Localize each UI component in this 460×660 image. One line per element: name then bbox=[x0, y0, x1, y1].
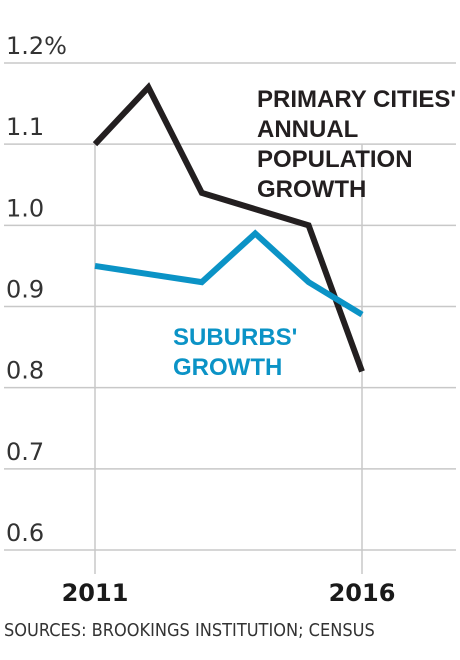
y-tick-label: 1.1 bbox=[6, 113, 44, 141]
y-tick-labels: 0.6 0.7 0.8 0.9 1.0 1.1 1.2% bbox=[6, 32, 67, 547]
primary-cities-line bbox=[92, 82, 365, 373]
gridlines bbox=[4, 62, 456, 551]
y-tick-label: 1.0 bbox=[6, 194, 44, 222]
series-label-line: SUBURBS' bbox=[173, 324, 297, 351]
suburbs-line bbox=[94, 229, 364, 318]
series-label-line: ANNUAL bbox=[257, 116, 358, 143]
series-label-line: GROWTH bbox=[257, 176, 366, 203]
line-chart: 0.6 0.7 0.8 0.9 1.0 1.1 1.2% 2011 2016 PRIMARY … bbox=[4, 32, 456, 607]
x-tick-label: 2016 bbox=[329, 579, 396, 607]
series-label-line: PRIMARY CITIES' bbox=[257, 86, 456, 113]
primary-cities-label: PRIMARY CITIES' ANNUAL POPULATION GROWTH bbox=[257, 86, 456, 203]
x-tick-label: 2011 bbox=[62, 579, 129, 607]
y-tick-label: 0.6 bbox=[6, 519, 44, 547]
series-label-line: POPULATION bbox=[257, 146, 413, 173]
series-label-line: GROWTH bbox=[173, 354, 282, 381]
series-labels: PRIMARY CITIES' ANNUAL POPULATION GROWTHSUB… bbox=[173, 86, 456, 381]
series-lines bbox=[92, 82, 365, 373]
x-tick-labels: 2011 2016 bbox=[62, 579, 396, 607]
suburbs-label: SUBURBS' GROWTH bbox=[173, 324, 297, 381]
year-reference-lines bbox=[94, 144, 363, 574]
y-tick-label: 0.9 bbox=[6, 276, 44, 304]
y-tick-label: 1.2% bbox=[6, 32, 67, 60]
y-tick-label: 0.7 bbox=[6, 438, 44, 466]
source-note: SOURCES: BROOKINGS INSTITUTION; CENSUS bbox=[4, 620, 375, 641]
y-tick-label: 0.8 bbox=[6, 357, 44, 385]
